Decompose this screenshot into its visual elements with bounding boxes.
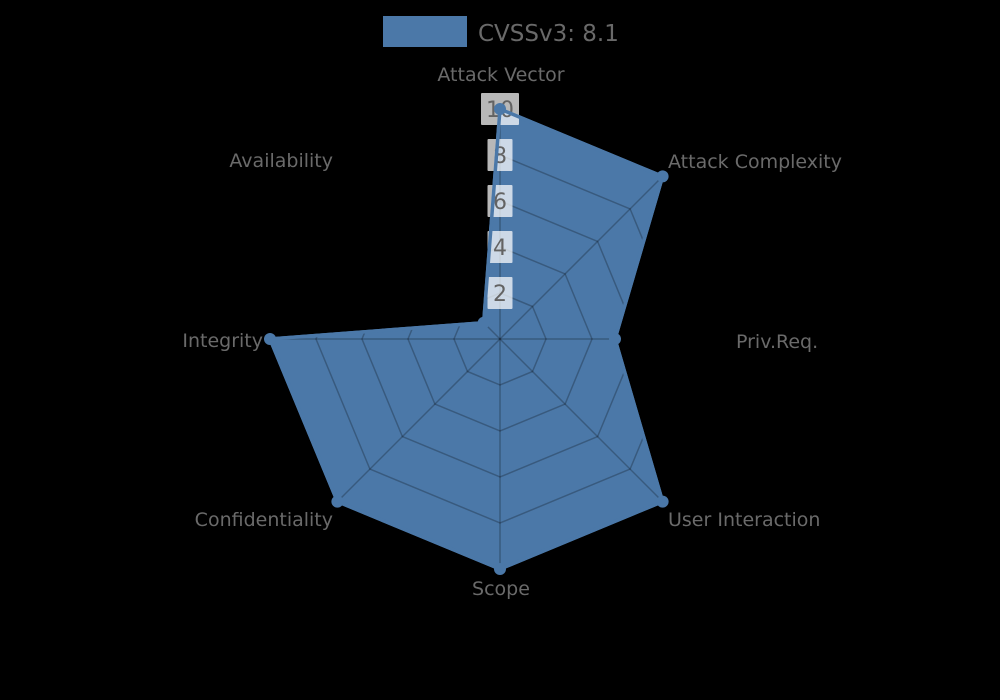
- data-point-scope: [494, 563, 506, 575]
- axis-label-attack-complexity: Attack Complexity: [668, 151, 842, 173]
- axis-label-user-interaction: User Interaction: [668, 509, 820, 531]
- data-point-confidentiality: [331, 495, 344, 508]
- axis-label-attack-vector: Attack Vector: [437, 64, 564, 86]
- data-point-attack-complexity: [656, 170, 669, 183]
- radar-series-layer: [264, 103, 669, 575]
- legend-label: CVSSv3: 8.1: [478, 21, 619, 47]
- radial-tick-label-4: 4: [493, 236, 507, 261]
- radial-tick-label-6: 6: [493, 190, 507, 215]
- data-point-integrity: [264, 333, 276, 345]
- radial-tick-label-2: 2: [493, 282, 507, 307]
- axis-label-layer: Attack Vector Attack Complexity Priv.Req. U…: [182, 64, 842, 600]
- axis-label-scope: Scope: [472, 578, 530, 600]
- axis-label-availability: Availability: [229, 150, 333, 172]
- grid-ring-6: [361, 200, 639, 478]
- axis-spoke-confidentiality: [336, 338, 501, 503]
- legend-swatch: [383, 16, 467, 47]
- axis-label-priv-req: Priv.Req.: [736, 331, 818, 353]
- data-point-attack-vector: [494, 103, 506, 115]
- axis-spoke-attack-complexity: [499, 175, 664, 340]
- axis-label-confidentiality: Confidentiality: [195, 509, 333, 531]
- data-point-user-interaction: [656, 495, 669, 508]
- data-point-availability: [477, 316, 490, 329]
- radial-tick-box-4: [487, 231, 513, 263]
- grid-ring-2: [453, 292, 547, 386]
- axis-spoke-availability: [336, 175, 501, 340]
- radial-tick-box-2: [487, 277, 513, 309]
- chart-legend: CVSSv3: 8.1: [383, 16, 619, 47]
- grid-ring-4: [407, 246, 593, 432]
- axis-label-integrity: Integrity: [182, 330, 263, 352]
- radar-grid-layer: [269, 108, 731, 570]
- radial-tick-box-8: [487, 139, 513, 171]
- axis-spoke-user-interaction: [499, 338, 664, 503]
- data-point-priv-req: [609, 333, 621, 345]
- grid-ring-8: [315, 154, 685, 524]
